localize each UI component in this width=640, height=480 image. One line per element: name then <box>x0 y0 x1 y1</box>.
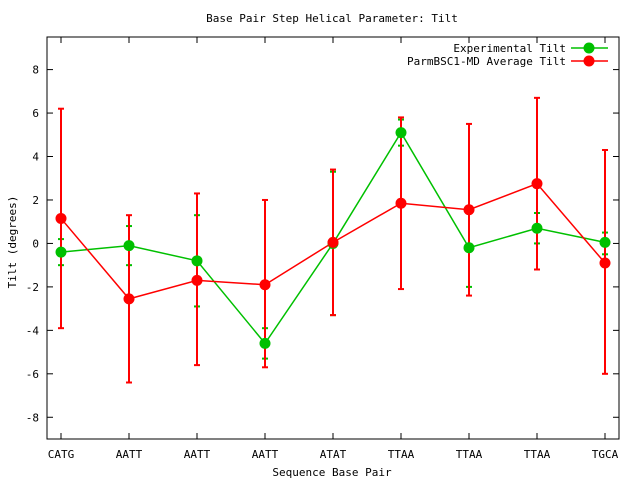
data-point <box>599 257 611 269</box>
data-point <box>327 236 339 248</box>
y-tick-label: 0 <box>32 237 39 250</box>
data-point <box>259 337 271 349</box>
data-point <box>599 236 611 248</box>
data-point <box>55 212 67 224</box>
y-tick-label: -4 <box>26 324 40 337</box>
y-tick-label: 6 <box>32 107 39 120</box>
y-tick-label: -2 <box>26 281 39 294</box>
axes-layer: -8 -6 -4 -2 0 2 4 6 8 CATG AATT AATT AATT ATAT TTAA TTA… <box>26 37 619 461</box>
y-axis-label: Tilt (degrees) <box>6 196 19 289</box>
x-tick-label: TTAA <box>524 448 551 461</box>
data-point <box>123 240 135 252</box>
x-tick-label: AATT <box>252 448 279 461</box>
x-tick-label: ATAT <box>320 448 347 461</box>
x-tick-label: TTAA <box>456 448 483 461</box>
data-point <box>463 204 475 216</box>
series-layer <box>55 96 611 384</box>
x-axis-label: Sequence Base Pair <box>272 466 392 479</box>
y-tick-label: -6 <box>26 368 39 381</box>
data-point <box>55 246 67 258</box>
data-point <box>191 274 203 286</box>
data-point <box>191 255 203 267</box>
data-point <box>531 178 543 190</box>
data-point <box>531 222 543 234</box>
x-tick-label: AATT <box>184 448 211 461</box>
y-tick-label: 8 <box>32 64 39 77</box>
chart-title: Base Pair Step Helical Parameter: Tilt <box>206 12 458 25</box>
y-tick-label: 2 <box>32 194 39 207</box>
legend-label: Experimental Tilt <box>453 42 566 55</box>
legend-marker <box>583 55 595 67</box>
legend-marker <box>583 42 595 54</box>
x-tick-label: TTAA <box>388 448 415 461</box>
x-tick-label: AATT <box>116 448 143 461</box>
points-parmbsc1-md <box>55 178 611 305</box>
data-point <box>463 242 475 254</box>
data-point <box>395 197 407 209</box>
legend-label: ParmBSC1-MD Average Tilt <box>407 55 566 68</box>
data-point <box>395 127 407 139</box>
x-tick-label: TGCA <box>592 448 619 461</box>
data-point <box>259 279 271 291</box>
data-point <box>123 293 135 305</box>
y-tick-label: 4 <box>32 151 39 164</box>
x-tick-label: CATG <box>48 448 75 461</box>
y-tick-label: -8 <box>26 411 39 424</box>
